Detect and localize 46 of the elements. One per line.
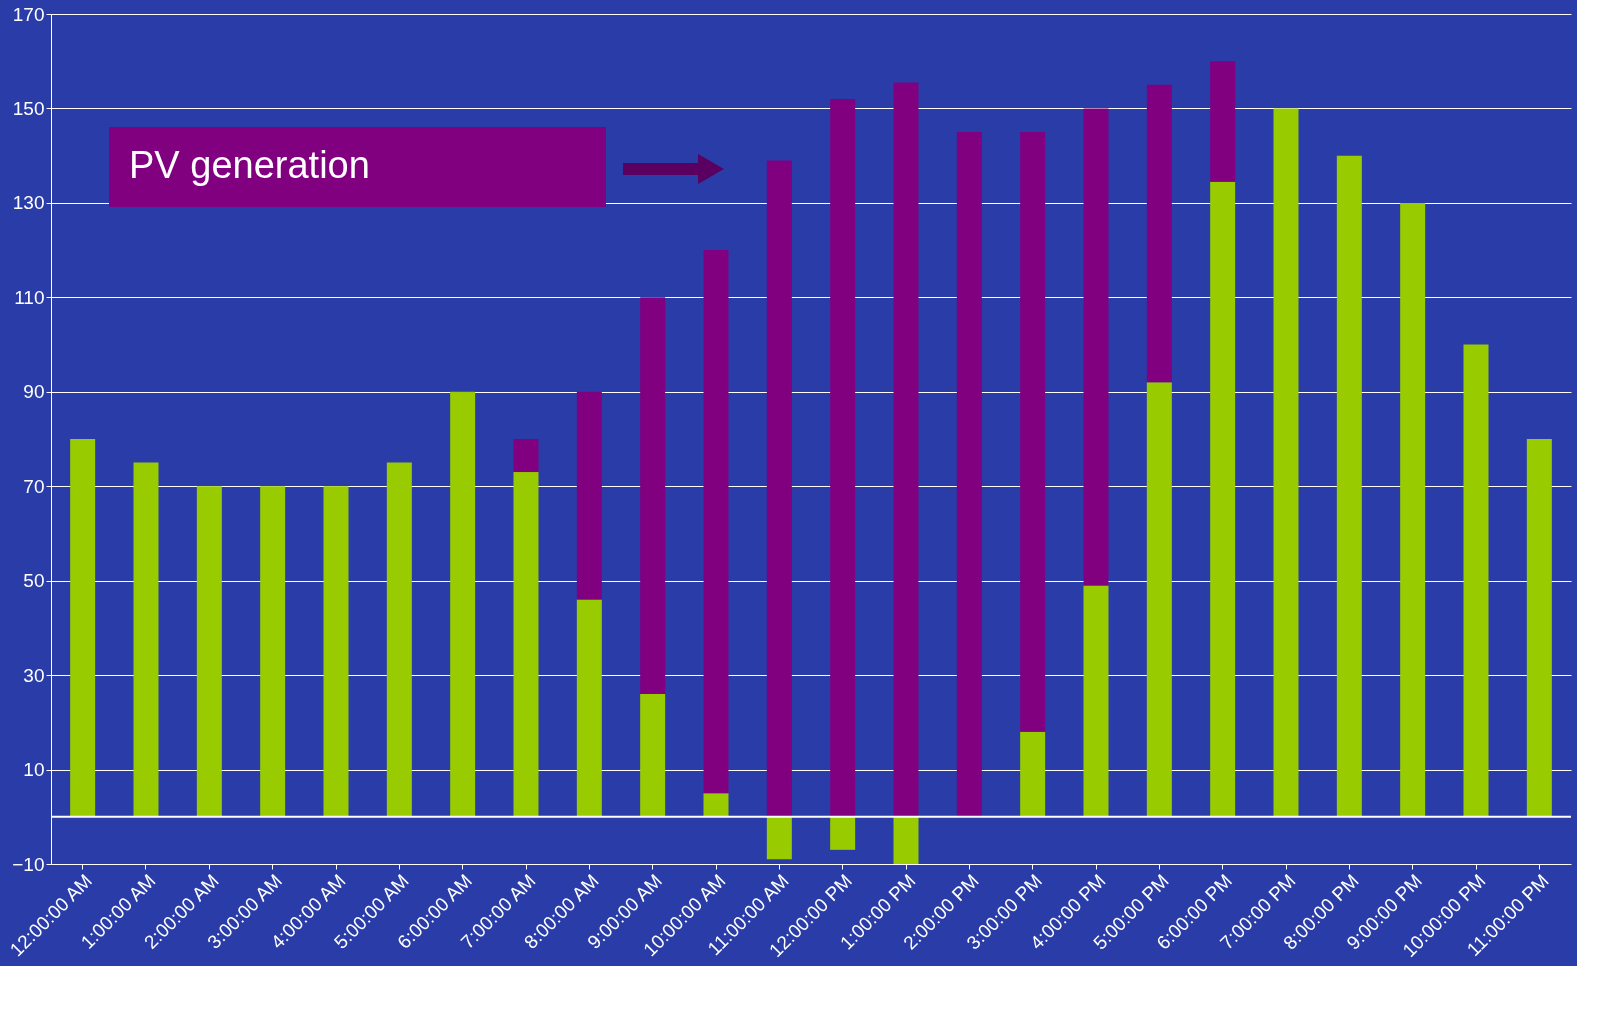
y-tick-label: 130 (12, 192, 45, 214)
bar (1273, 108, 1299, 817)
bar (640, 297, 666, 694)
bar (513, 472, 539, 817)
bar (830, 99, 856, 817)
bar (1020, 731, 1046, 817)
bar (1146, 382, 1172, 817)
y-tick-label: 150 (12, 97, 45, 119)
bar (703, 250, 729, 794)
y-tick-label: 70 (23, 475, 45, 497)
bar (133, 462, 159, 817)
bar (260, 486, 286, 817)
bar (703, 793, 729, 817)
bar (1083, 108, 1109, 586)
bar (1400, 202, 1426, 817)
y-tick-label: 30 (23, 664, 45, 686)
bar (766, 816, 792, 860)
bar (576, 391, 602, 600)
bar (323, 486, 349, 817)
bar (766, 160, 792, 817)
y-tick-label: 170 (12, 3, 45, 25)
bar (386, 462, 412, 817)
y-tick-label: 90 (23, 381, 45, 403)
bar (1083, 585, 1109, 817)
annotation: PV generation (129, 144, 370, 186)
bar (893, 82, 919, 817)
bar (513, 439, 539, 473)
bar (1336, 155, 1362, 817)
bar (1210, 61, 1236, 182)
y-tick-label: 10 (23, 759, 45, 781)
bar (450, 391, 476, 817)
bar (1020, 132, 1046, 732)
bar (830, 816, 856, 850)
y-tick-label: 110 (14, 286, 45, 308)
bar (1146, 84, 1172, 383)
bar (1526, 439, 1552, 817)
bar (70, 439, 96, 817)
bar (1463, 344, 1489, 817)
bar (893, 816, 919, 864)
bar (956, 132, 982, 817)
bar (576, 599, 602, 817)
y-tick-label: 50 (23, 570, 45, 592)
bar (1210, 181, 1236, 817)
bar (196, 486, 222, 817)
bar (640, 694, 666, 817)
y-tick-label: −10 (12, 853, 45, 875)
